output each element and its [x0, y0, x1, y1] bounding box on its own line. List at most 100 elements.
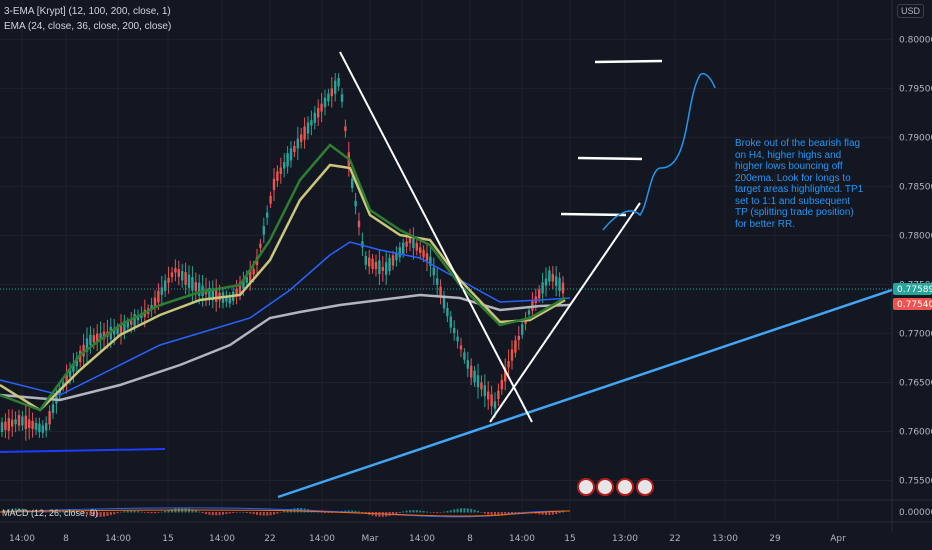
- candle-body: [153, 297, 157, 307]
- candle-body: [334, 80, 337, 94]
- macd-histogram-bar: [96, 512, 99, 517]
- candle-body: [425, 253, 429, 261]
- indicator-1-label[interactable]: 3-EMA [Krypt] (12, 100, 200, close, 1): [4, 6, 171, 17]
- candle-body: [480, 382, 483, 390]
- candle-body: [412, 238, 415, 249]
- candle-body: [497, 390, 500, 400]
- candle-body: [174, 268, 177, 273]
- candle-body: [140, 313, 143, 319]
- candle-body: [181, 271, 184, 281]
- candle-body: [283, 162, 286, 169]
- candle-body: [330, 88, 333, 97]
- macd-histogram-bar: [463, 508, 466, 513]
- macd-histogram-bar: [545, 512, 547, 516]
- candle-body: [327, 93, 330, 102]
- macd-histogram-bar: [171, 509, 173, 513]
- candle-body: [11, 419, 14, 427]
- candle-body: [160, 287, 163, 295]
- macd-histogram-bar: [120, 511, 122, 513]
- indicator-2-label[interactable]: EMA (24, close, 36, close, 200, close): [4, 21, 172, 32]
- candle-body: [476, 375, 480, 388]
- macd-histogram-bar: [412, 510, 415, 513]
- x-tick-label: 22: [264, 534, 275, 544]
- macd-histogram-bar: [273, 512, 275, 515]
- currency-badge[interactable]: USD: [896, 4, 924, 18]
- x-tick-label: 14:00: [209, 534, 235, 544]
- candle-body: [14, 419, 17, 425]
- macd-histogram-bar: [320, 512, 323, 513]
- macd-histogram-bar: [276, 512, 279, 514]
- macd-histogram-bar: [279, 512, 282, 513]
- price-label-box: [893, 298, 932, 310]
- macd-histogram-bar: [262, 512, 265, 516]
- candle-body: [303, 126, 306, 140]
- candle-body: [157, 290, 160, 303]
- ema-100-line: [0, 241, 571, 396]
- candle-body: [126, 321, 129, 328]
- macd-histogram-bar: [259, 512, 262, 516]
- candle-body: [310, 120, 313, 126]
- candle-body: [150, 305, 153, 310]
- flag-line-1: [339, 51, 533, 423]
- macd-histogram-bar: [14, 508, 17, 513]
- candle-body: [272, 178, 276, 191]
- macd-histogram-bar: [208, 512, 211, 515]
- candle-body: [551, 274, 554, 282]
- macd-histogram-bar: [500, 512, 503, 516]
- macd-histogram-bar: [140, 511, 143, 513]
- candle-body: [490, 394, 493, 407]
- macd-histogram-bar: [460, 508, 462, 513]
- candle-body: [507, 360, 510, 368]
- macd-histogram-bar: [154, 512, 156, 514]
- macd-histogram-bar: [429, 511, 432, 513]
- candle-body: [38, 423, 41, 432]
- macd-histogram-bar: [38, 511, 41, 513]
- macd-histogram-bar: [378, 512, 381, 517]
- macd-histogram-bar: [239, 511, 241, 513]
- candle-body: [96, 333, 99, 342]
- trend-line: [277, 288, 893, 499]
- candle-body: [357, 220, 361, 228]
- candle-body: [432, 267, 435, 276]
- candle-body: [439, 286, 442, 297]
- macd-histogram-bar: [266, 512, 269, 516]
- candle-body: [0, 422, 4, 433]
- macd-histogram-bar: [256, 512, 258, 515]
- candle-body: [558, 278, 561, 292]
- macd-histogram-bar: [504, 512, 507, 516]
- candle-body: [561, 282, 565, 294]
- candle-body: [306, 122, 310, 134]
- candle-body: [415, 243, 418, 251]
- macd-histogram-bar: [490, 512, 493, 516]
- macd-label[interactable]: MACD (12, 26, close, 9): [2, 508, 99, 518]
- x-tick-label: 14:00: [509, 534, 535, 544]
- candle-body: [45, 423, 48, 431]
- x-tick-label: Mar: [362, 534, 379, 544]
- candle-body: [167, 277, 170, 283]
- macd-histogram-bar: [358, 511, 360, 513]
- candle-body: [89, 334, 92, 346]
- ema-24-line: [0, 143, 566, 412]
- candle-body: [130, 320, 133, 325]
- price-label-text: 0.77540: [897, 300, 932, 310]
- candle-body: [28, 419, 31, 428]
- macd-histogram-bar: [41, 512, 44, 513]
- candle-body: [449, 316, 452, 328]
- candle-body: [187, 274, 191, 288]
- candle-body: [259, 243, 262, 248]
- x-tick-label: 15: [162, 534, 173, 544]
- candle-body: [395, 252, 398, 261]
- macd-histogram-bar: [419, 510, 422, 513]
- macd-histogram-bar: [147, 512, 150, 514]
- candle-body: [269, 195, 272, 204]
- macd-histogram-bar: [395, 512, 398, 514]
- macd-histogram-bar: [487, 512, 490, 515]
- macd-histogram-bar: [511, 512, 513, 514]
- candle-body: [184, 271, 187, 285]
- candle-body: [238, 282, 242, 294]
- macd-histogram-bar: [164, 510, 167, 513]
- candle-body: [337, 77, 340, 87]
